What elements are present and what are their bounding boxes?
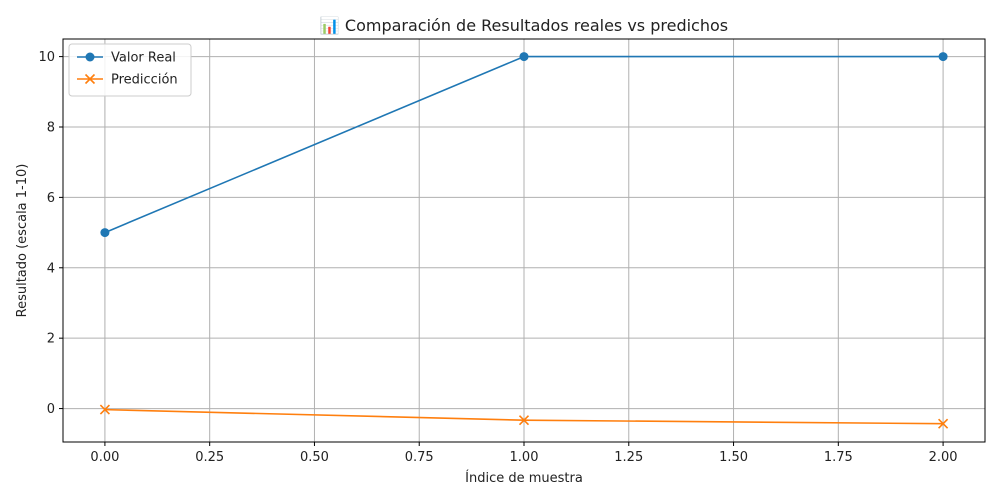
plot-frame [62, 38, 986, 443]
legend-item: Predicción [77, 73, 178, 88]
series-predicci-n [99, 404, 949, 429]
x-tick-label: 1.00 [510, 450, 539, 465]
chart-title: 📊 Comparación de Resultados reales vs pr… [320, 16, 728, 35]
y-tick-label: 10 [38, 50, 55, 65]
x-tick-label: 0.75 [405, 450, 434, 465]
data-point [100, 228, 110, 238]
data-point [519, 52, 529, 62]
data-point [938, 418, 949, 429]
legend-item: Valor Real [77, 51, 176, 66]
x-tick-label: 0.50 [300, 450, 329, 465]
legend-marker [85, 52, 95, 62]
x-tick-label: 1.50 [719, 450, 748, 465]
series-layer [99, 52, 949, 429]
y-tick-label: 8 [47, 120, 55, 135]
x-tick-label: 1.75 [824, 450, 853, 465]
x-tick-label: 2.00 [929, 450, 958, 465]
legend-label: Predicción [111, 73, 178, 88]
data-point [518, 415, 530, 426]
data-point [938, 52, 948, 62]
y-axis-label: Resultado (escala 1-10) [15, 164, 30, 318]
x-axis-label: Índice de muestra [465, 470, 583, 486]
legend-label: Valor Real [111, 51, 176, 66]
y-tick-label: 2 [47, 332, 55, 347]
series-valor-real [100, 52, 948, 238]
data-point [99, 404, 110, 415]
grid [63, 39, 985, 442]
y-tick-label: 4 [47, 261, 55, 276]
axis-ticks: 0.00 0.25 0.50 0.75 1.00 1.25 1.50 1.75 2.00 0 2 4 6… [38, 50, 957, 465]
legend-marker [84, 73, 96, 85]
legend: Valor Real Predicción [68, 43, 192, 97]
x-tick-label: 0.25 [195, 450, 224, 465]
x-tick-label: 0.00 [90, 450, 119, 465]
y-tick-label: 0 [47, 402, 55, 417]
x-tick-label: 1.25 [614, 450, 643, 465]
y-tick-label: 6 [47, 191, 55, 206]
